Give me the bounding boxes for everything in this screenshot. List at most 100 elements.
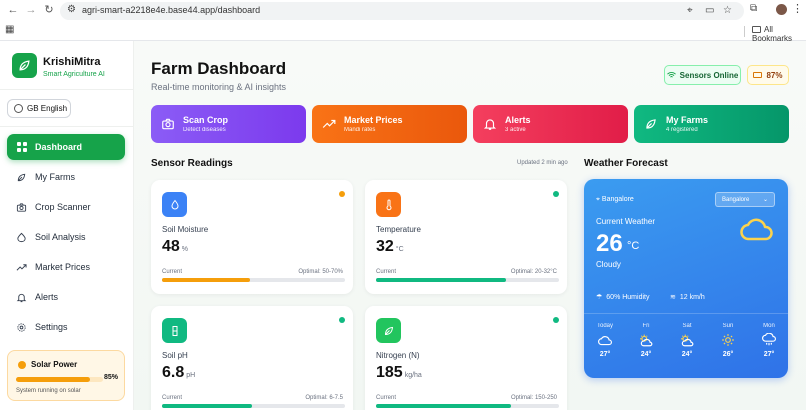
optimal-range: Optimal: 6-7.5 [305,395,343,401]
solar-subtitle: System running on solar [16,388,81,394]
current-label: Current [376,395,397,401]
quick-action-alerts[interactable]: Alerts 3 active [473,105,628,143]
site-info-icon[interactable]: ⚙ [67,4,76,15]
status-dot [339,317,345,323]
address-bar[interactable]: ⚙ agri-smart-a2218e4e.base44.app/dashboa… [60,2,744,20]
forecast-day: Mon 27° [754,323,784,358]
rain-icon [754,332,784,348]
wind-label: 12 km/h [679,293,705,301]
partly-sunny-icon [631,332,661,348]
solar-progress-fill [16,377,90,382]
language-selector[interactable]: GB English [7,99,71,118]
sun-icon [713,332,743,348]
sensor-progress-fill [162,278,250,282]
bookmark-star-icon[interactable]: ☆ [723,5,732,16]
droplets-icon: ☂ [596,294,603,301]
divider [0,89,134,90]
quick-action-title: Scan Crop [183,115,229,125]
quick-action-title: Alerts [505,115,531,125]
sensor-card-temperature[interactable]: Temperature 32 °C Current Optimal: 20-32°… [365,180,567,294]
sensor-label: Soil Moisture [162,225,209,234]
location-icon[interactable]: ⌖ [687,5,693,16]
leaf-icon [16,172,27,183]
trend-icon [16,262,27,273]
forward-icon[interactable]: → [25,4,37,16]
sensors-status-label: Sensors Online [679,70,739,80]
quick-action-subtitle: 4 registered [666,127,698,133]
optimal-range: Optimal: 150-250 [510,395,557,401]
sidebar-item-settings[interactable]: Settings [7,314,125,340]
forecast-day-name: Fri [642,323,650,329]
droplet-icon [162,192,187,217]
weather-card: ⌖ Bangalore Bangalore ⌄ Current Weather 2… [584,179,788,378]
forecast-temp: 27° [599,351,611,358]
sensor-value: 48 [162,238,180,255]
sidebar-item-dashboard[interactable]: Dashboard [7,134,125,160]
wind: ≋ 12 km/h [670,293,705,302]
quick-action-subtitle: Detect diseases [183,127,226,133]
sidebar-item-label: Crop Scanner [35,202,91,212]
quick-action-title: Market Prices [344,115,403,125]
sensor-card-nitrogen[interactable]: Nitrogen (N) 185 kg/ha Current Optimal: 1… [365,306,567,410]
sidebar-item-crop-scanner[interactable]: Crop Scanner [7,194,125,220]
cast-icon[interactable]: ▭ [705,5,715,16]
beaker-icon [162,318,187,343]
back-icon[interactable]: ← [7,4,19,16]
sensor-unit: °C [395,246,404,253]
forecast-day-name: Today [596,323,613,329]
quick-action-my-farms[interactable]: My Farms 4 registered [634,105,789,143]
sidebar-item-my-farms[interactable]: My Farms [7,164,125,190]
current-label: Current [162,269,183,275]
thermometer-icon [376,192,401,217]
sidebar-item-soil-analysis[interactable]: Soil Analysis [7,224,125,250]
weather-heading: Weather Forecast [584,158,668,169]
sidebar-item-label: Soil Analysis [35,232,86,242]
globe-icon [14,104,23,113]
sidebar-item-label: Alerts [35,292,59,302]
brand-tagline: Smart Agriculture AI [43,71,105,78]
sidebar-item-label: Settings [35,322,68,332]
forecast-day-name: Sat [682,323,692,329]
sensor-progress-fill [376,404,512,408]
sensors-status-badge: Sensors Online [664,65,741,85]
menu-icon[interactable]: ⋮ [792,3,803,15]
logo [12,53,37,78]
leaf-icon [644,117,658,131]
bookmark-divider [744,26,745,37]
page-title: Farm Dashboard [151,59,287,78]
all-bookmarks-button[interactable]: All Bookmarks [752,25,806,43]
leaf-icon [376,318,401,343]
quick-action-scan-crop[interactable]: Scan Crop Detect diseases [151,105,306,143]
sensor-label: Temperature [376,225,421,234]
city-select[interactable]: Bangalore ⌄ [715,192,775,207]
apps-grid-icon[interactable]: ▦ [5,24,15,35]
location-label: Bangalore [601,196,634,203]
sensor-card-soil-moisture[interactable]: Soil Moisture 48% Current Optimal: 50-70… [151,180,353,294]
avatar[interactable] [776,4,787,15]
solar-percent: 85% [104,374,119,381]
forecast-day: Fri 24° [631,323,661,358]
browser-chrome: ← → ↻ ⚙ agri-smart-a2218e4e.base44.app/d… [0,0,806,43]
sensor-value: 185 [376,364,403,381]
trend-icon [322,117,336,131]
sensor-value-wrap: 6.8 pH [162,364,195,382]
sidebar: KrishiMitra Smart Agriculture AI GB Engl… [0,41,134,410]
solar-progress [16,377,103,382]
divider [584,313,788,314]
current-label: Current [376,269,397,275]
leaf-icon [19,60,30,71]
sensor-card-soil-ph[interactable]: Soil pH 6.8 pH Current Optimal: 6-7.5 [151,306,353,410]
sidebar-item-alerts[interactable]: Alerts [7,284,125,310]
sensor-unit: pH [186,372,196,379]
location-pin-icon: ⌖ [596,196,600,203]
weather-condition: Cloudy [596,260,621,269]
extensions-icon[interactable]: ⧉ [750,3,758,14]
sensor-value: 6.8 [162,364,185,381]
sidebar-item-market-prices[interactable]: Market Prices [7,254,125,280]
current-label: Current [162,395,183,401]
reload-icon[interactable]: ↻ [44,4,54,16]
brand-name: KrishiMitra [43,56,101,68]
cloud-icon [590,332,620,348]
quick-action-market-prices[interactable]: Market Prices Mandi rates [312,105,467,143]
weather-location: ⌖ Bangalore [596,196,634,204]
